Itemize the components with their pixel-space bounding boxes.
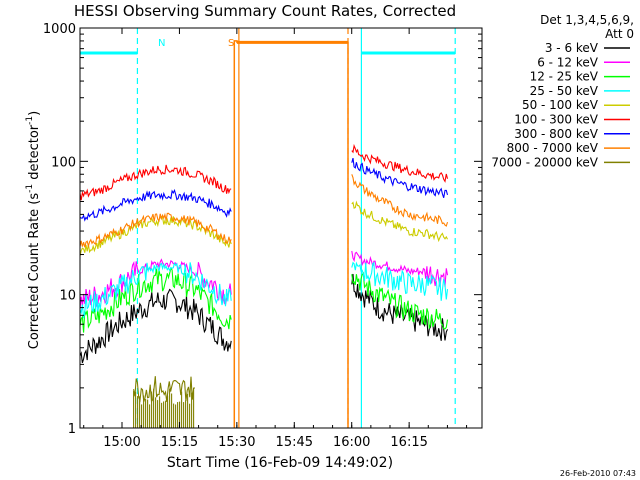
x-tick-label-4: 15:45 [276, 435, 313, 450]
legend-label-2: 6 - 12 keV [537, 55, 599, 69]
legend-label-3: 12 - 25 keV [530, 70, 599, 84]
series-8-segment-1 [79, 212, 232, 249]
series-4-segment-2 [351, 261, 449, 301]
legend-header-2: Att 0 [605, 27, 634, 41]
series-7-segment-2 [351, 157, 449, 198]
x-axis-label: Start Time (16-Feb-09 14:49:02) [167, 455, 393, 471]
y-axis-label-main: Corrected Count Rate (s [27, 193, 42, 350]
series-5-segment-2 [351, 200, 448, 243]
series-5-segment-1 [79, 215, 232, 257]
legend-label-1: 3 - 6 keV [545, 41, 599, 55]
x-tick-label-2: 15:15 [161, 435, 198, 450]
marker-label-s: S [228, 38, 234, 49]
x-tick-label-6: 16:15 [390, 435, 427, 450]
y-axis-label-mid: detector [27, 124, 42, 184]
x-tick-label-1: 15:00 [103, 435, 140, 450]
y-tick-label-1: 1 [68, 422, 76, 437]
series-6-segment-2 [351, 143, 449, 183]
y-axis-label: Corrected Count Rate (s-1 detector-1) [25, 111, 42, 349]
legend-label-4: 25 - 50 keV [530, 84, 599, 98]
series-1-segment-1 [79, 288, 232, 364]
series-8-segment-3 [233, 40, 349, 428]
legend-label-9: 7000 - 20000 keV [491, 155, 598, 169]
series-3-segment-1 [79, 266, 232, 333]
x-axis-ticks: 15:00 15:15 15:30 15:45 16:00 16:15 [83, 28, 468, 450]
x-tick-label-3: 15:30 [218, 435, 255, 450]
legend-label-5: 50 - 100 keV [522, 98, 599, 112]
y-axis-ticks: 1 10 100 1000 [43, 22, 482, 437]
plot-frame [79, 27, 483, 429]
legend-label-6: 100 - 300 keV [514, 113, 598, 127]
chart-title: HESSI Observing Summary Count Rates, Cor… [74, 2, 456, 20]
series-4-segment-1 [79, 261, 232, 319]
x-tick-label-5: 16:00 [333, 435, 370, 450]
series-3-segment-2 [351, 271, 449, 330]
y-axis-label-end: ) [27, 111, 42, 116]
y-axis-label-sup1: -1 [25, 184, 35, 193]
series-7-segment-1 [79, 188, 232, 222]
y-tick-label-2: 10 [59, 289, 76, 304]
legend-header-1: Det 1,3,4,5,6,9, [540, 13, 634, 27]
series-6-segment-1 [79, 164, 232, 201]
timestamp: 26-Feb-2010 07:43 [560, 469, 636, 478]
legend-label-7: 300 - 800 keV [514, 127, 598, 141]
series-8-segment-2 [351, 174, 449, 227]
y-axis-label-sup2: -1 [25, 116, 35, 125]
legend-label-8: 800 - 7000 keV [507, 141, 599, 155]
y-tick-label-3: 100 [51, 155, 76, 170]
marker-label-n: N [158, 38, 165, 49]
series-9-segment-1 [133, 376, 195, 404]
series-2-segment-2 [351, 250, 449, 287]
y-tick-label-4: 1000 [43, 22, 76, 37]
